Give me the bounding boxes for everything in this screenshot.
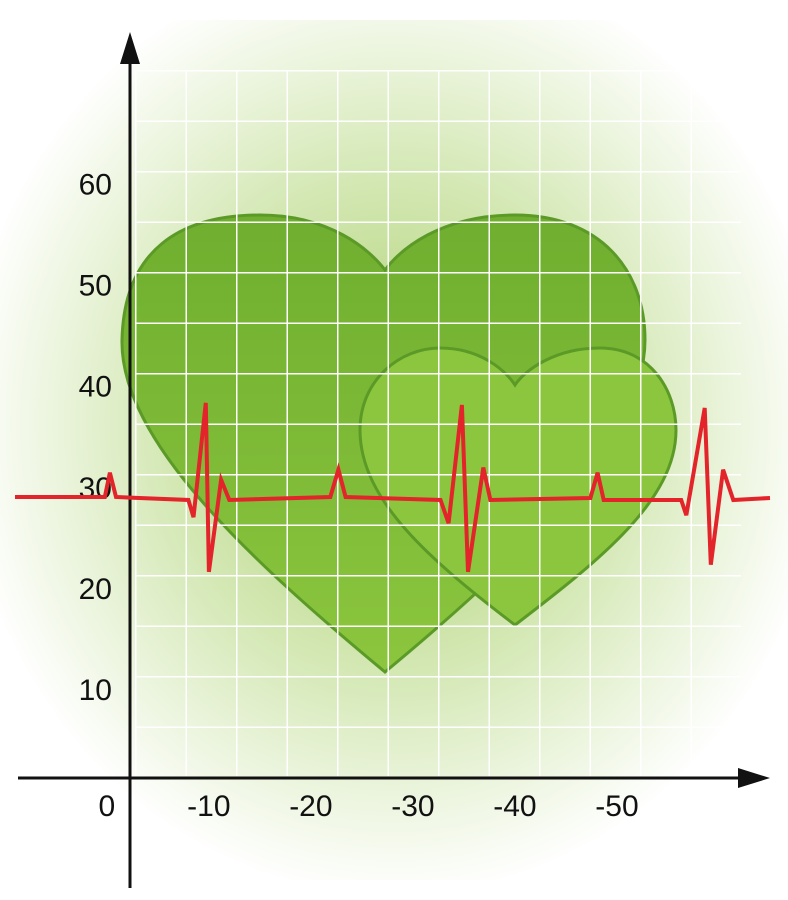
x-tick-label: -30: [391, 790, 434, 823]
ecg-line: [15, 402, 771, 573]
y-tick-label: 40: [79, 371, 112, 404]
x-tick-label: 0: [98, 790, 115, 823]
x-tick-label: -40: [493, 790, 536, 823]
background-grid: [135, 70, 741, 776]
y-tick-label: 10: [79, 674, 112, 707]
x-tick-label: -10: [187, 790, 230, 823]
y-tick-label: 50: [79, 270, 112, 303]
x-tick-label: -20: [289, 790, 332, 823]
x-tick-label: -50: [595, 790, 638, 823]
x-axis-arrow: [738, 768, 770, 788]
y-axis-arrow: [120, 32, 140, 64]
y-tick-label: 60: [79, 169, 112, 202]
y-tick-label: 20: [79, 573, 112, 606]
